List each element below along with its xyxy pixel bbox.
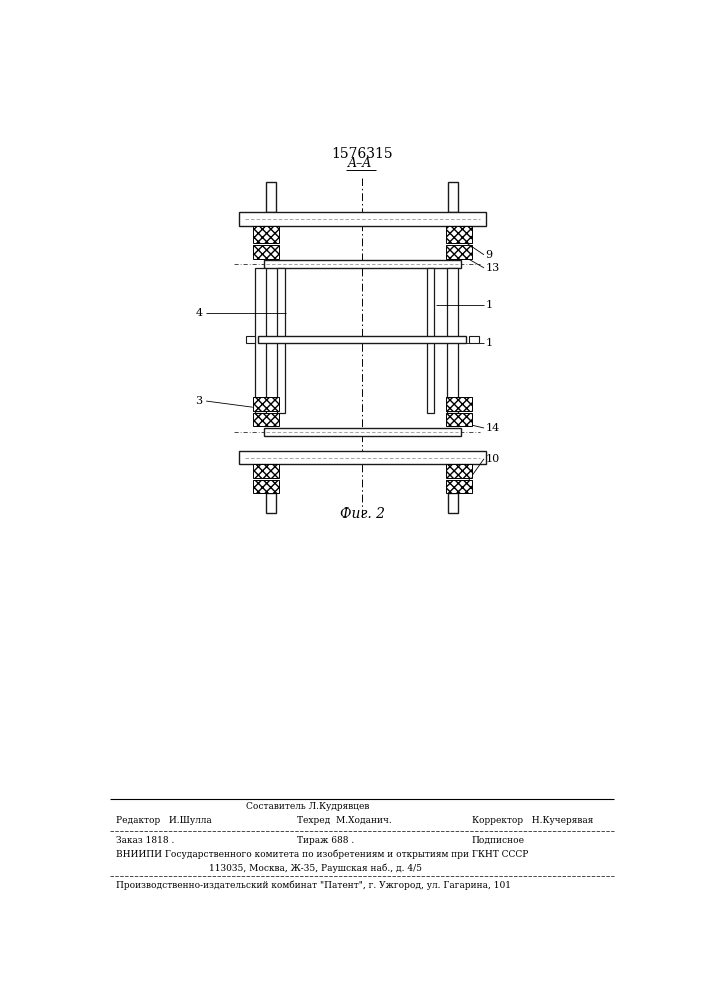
Bar [239, 212, 486, 226]
Bar [258, 336, 467, 343]
Text: Составитель Л.Кудрявцев: Составитель Л.Кудрявцев [246, 802, 369, 811]
Text: 113035, Москва, Ж-35, Раушская наб., д. 4/5: 113035, Москва, Ж-35, Раушская наб., д. … [209, 864, 422, 873]
Bar [445, 464, 472, 478]
Text: Фиг. 2: Фиг. 2 [340, 507, 385, 521]
Text: Редактор   И.Шулла: Редактор И.Шулла [116, 816, 211, 825]
Text: 13: 13 [486, 263, 500, 273]
Bar [445, 413, 472, 426]
Bar [253, 464, 279, 478]
Bar [253, 226, 279, 243]
Bar [253, 397, 279, 411]
Text: Корректор   Н.Кучерявая: Корректор Н.Кучерявая [472, 816, 593, 825]
Bar [469, 336, 479, 343]
Text: ВНИИПИ Государственного комитета по изобретениям и открытиям при ГКНТ СССР: ВНИИПИ Государственного комитета по изоб… [116, 850, 528, 859]
Bar [253, 480, 279, 493]
Text: 1: 1 [486, 338, 493, 348]
Bar [445, 245, 472, 259]
Text: 10: 10 [486, 454, 500, 464]
Text: Заказ 1818 .: Заказ 1818 . [116, 836, 174, 845]
Text: Техред  М.Ходанич.: Техред М.Ходанич. [297, 816, 392, 825]
Bar [267, 182, 276, 212]
Bar [267, 493, 276, 513]
Bar [445, 397, 472, 411]
Text: Тираж 688 .: Тираж 688 . [297, 836, 354, 845]
Bar [264, 260, 461, 268]
Text: 1: 1 [486, 300, 493, 310]
Bar [448, 182, 458, 212]
Bar [239, 451, 486, 464]
Text: 9: 9 [486, 250, 493, 260]
Text: A–A: A–A [347, 157, 372, 170]
Text: Производственно-издательский комбинат "Патент", г. Ужгород, ул. Гагарина, 101: Производственно-издательский комбинат "П… [116, 881, 510, 890]
Bar [445, 480, 472, 493]
Text: 3: 3 [195, 396, 202, 406]
Bar [255, 268, 267, 413]
Text: 1576315: 1576315 [332, 147, 393, 161]
Bar [427, 268, 434, 413]
Text: 4: 4 [195, 308, 202, 318]
Bar [445, 226, 472, 243]
Bar [245, 336, 255, 343]
Bar [448, 493, 458, 513]
Bar [253, 413, 279, 426]
Bar [264, 428, 461, 436]
Bar [253, 245, 279, 259]
Bar [448, 268, 458, 413]
Text: Подписное: Подписное [472, 836, 525, 845]
Bar [277, 268, 284, 413]
Text: 14: 14 [486, 423, 500, 433]
